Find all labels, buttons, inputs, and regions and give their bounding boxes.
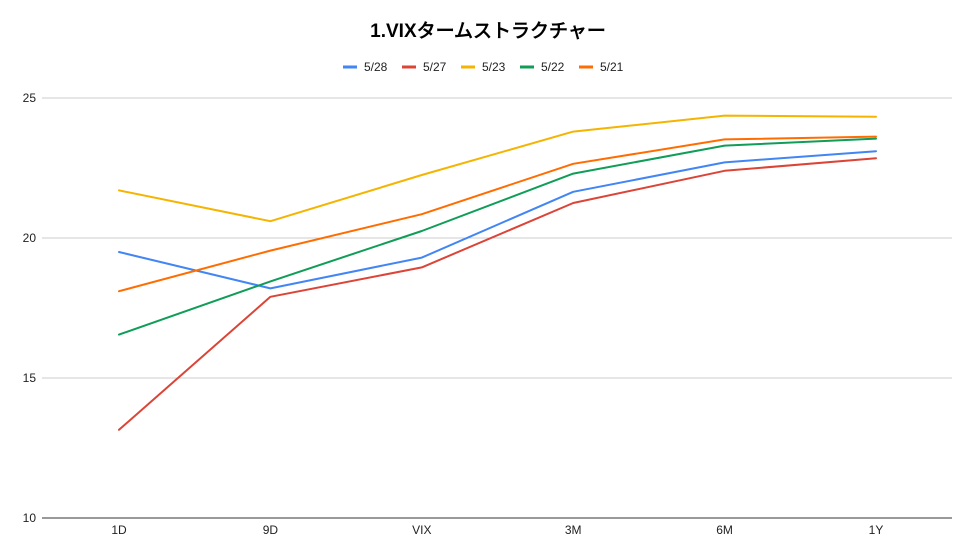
x-tick-label: 6M	[716, 523, 733, 537]
series-line-5-27	[118, 157, 877, 431]
x-axis-ticks: 1D 9D VIX 3M 6M 1Y	[111, 523, 883, 537]
legend-label: 5/27	[423, 60, 447, 74]
x-tick-label: 1D	[111, 523, 127, 537]
x-tick-label: VIX	[412, 523, 431, 537]
series-line-5-21	[118, 135, 877, 293]
legend-label: 5/22	[541, 60, 565, 74]
legend-label: 5/21	[600, 60, 624, 74]
y-tick-label: 15	[23, 371, 37, 385]
y-axis-ticks: 10 15 20 25	[23, 91, 37, 525]
series-line-5-22	[118, 137, 877, 336]
x-tick-label: 9D	[263, 523, 279, 537]
x-tick-label: 1Y	[869, 523, 884, 537]
legend-label: 5/28	[364, 60, 388, 74]
series-line-5-28	[118, 150, 877, 290]
series-lines	[118, 114, 877, 431]
y-tick-label: 10	[23, 511, 37, 525]
y-tick-label: 20	[23, 231, 37, 245]
x-tick-label: 3M	[565, 523, 582, 537]
gridlines	[42, 97, 952, 379]
y-tick-label: 25	[23, 91, 37, 105]
chart-title: 1.VIXタームストラクチャー	[370, 20, 606, 42]
legend: 5/28 5/27 5/23 5/22 5/21	[343, 60, 624, 74]
legend-label: 5/23	[482, 60, 506, 74]
series-line-5-23	[118, 114, 877, 223]
